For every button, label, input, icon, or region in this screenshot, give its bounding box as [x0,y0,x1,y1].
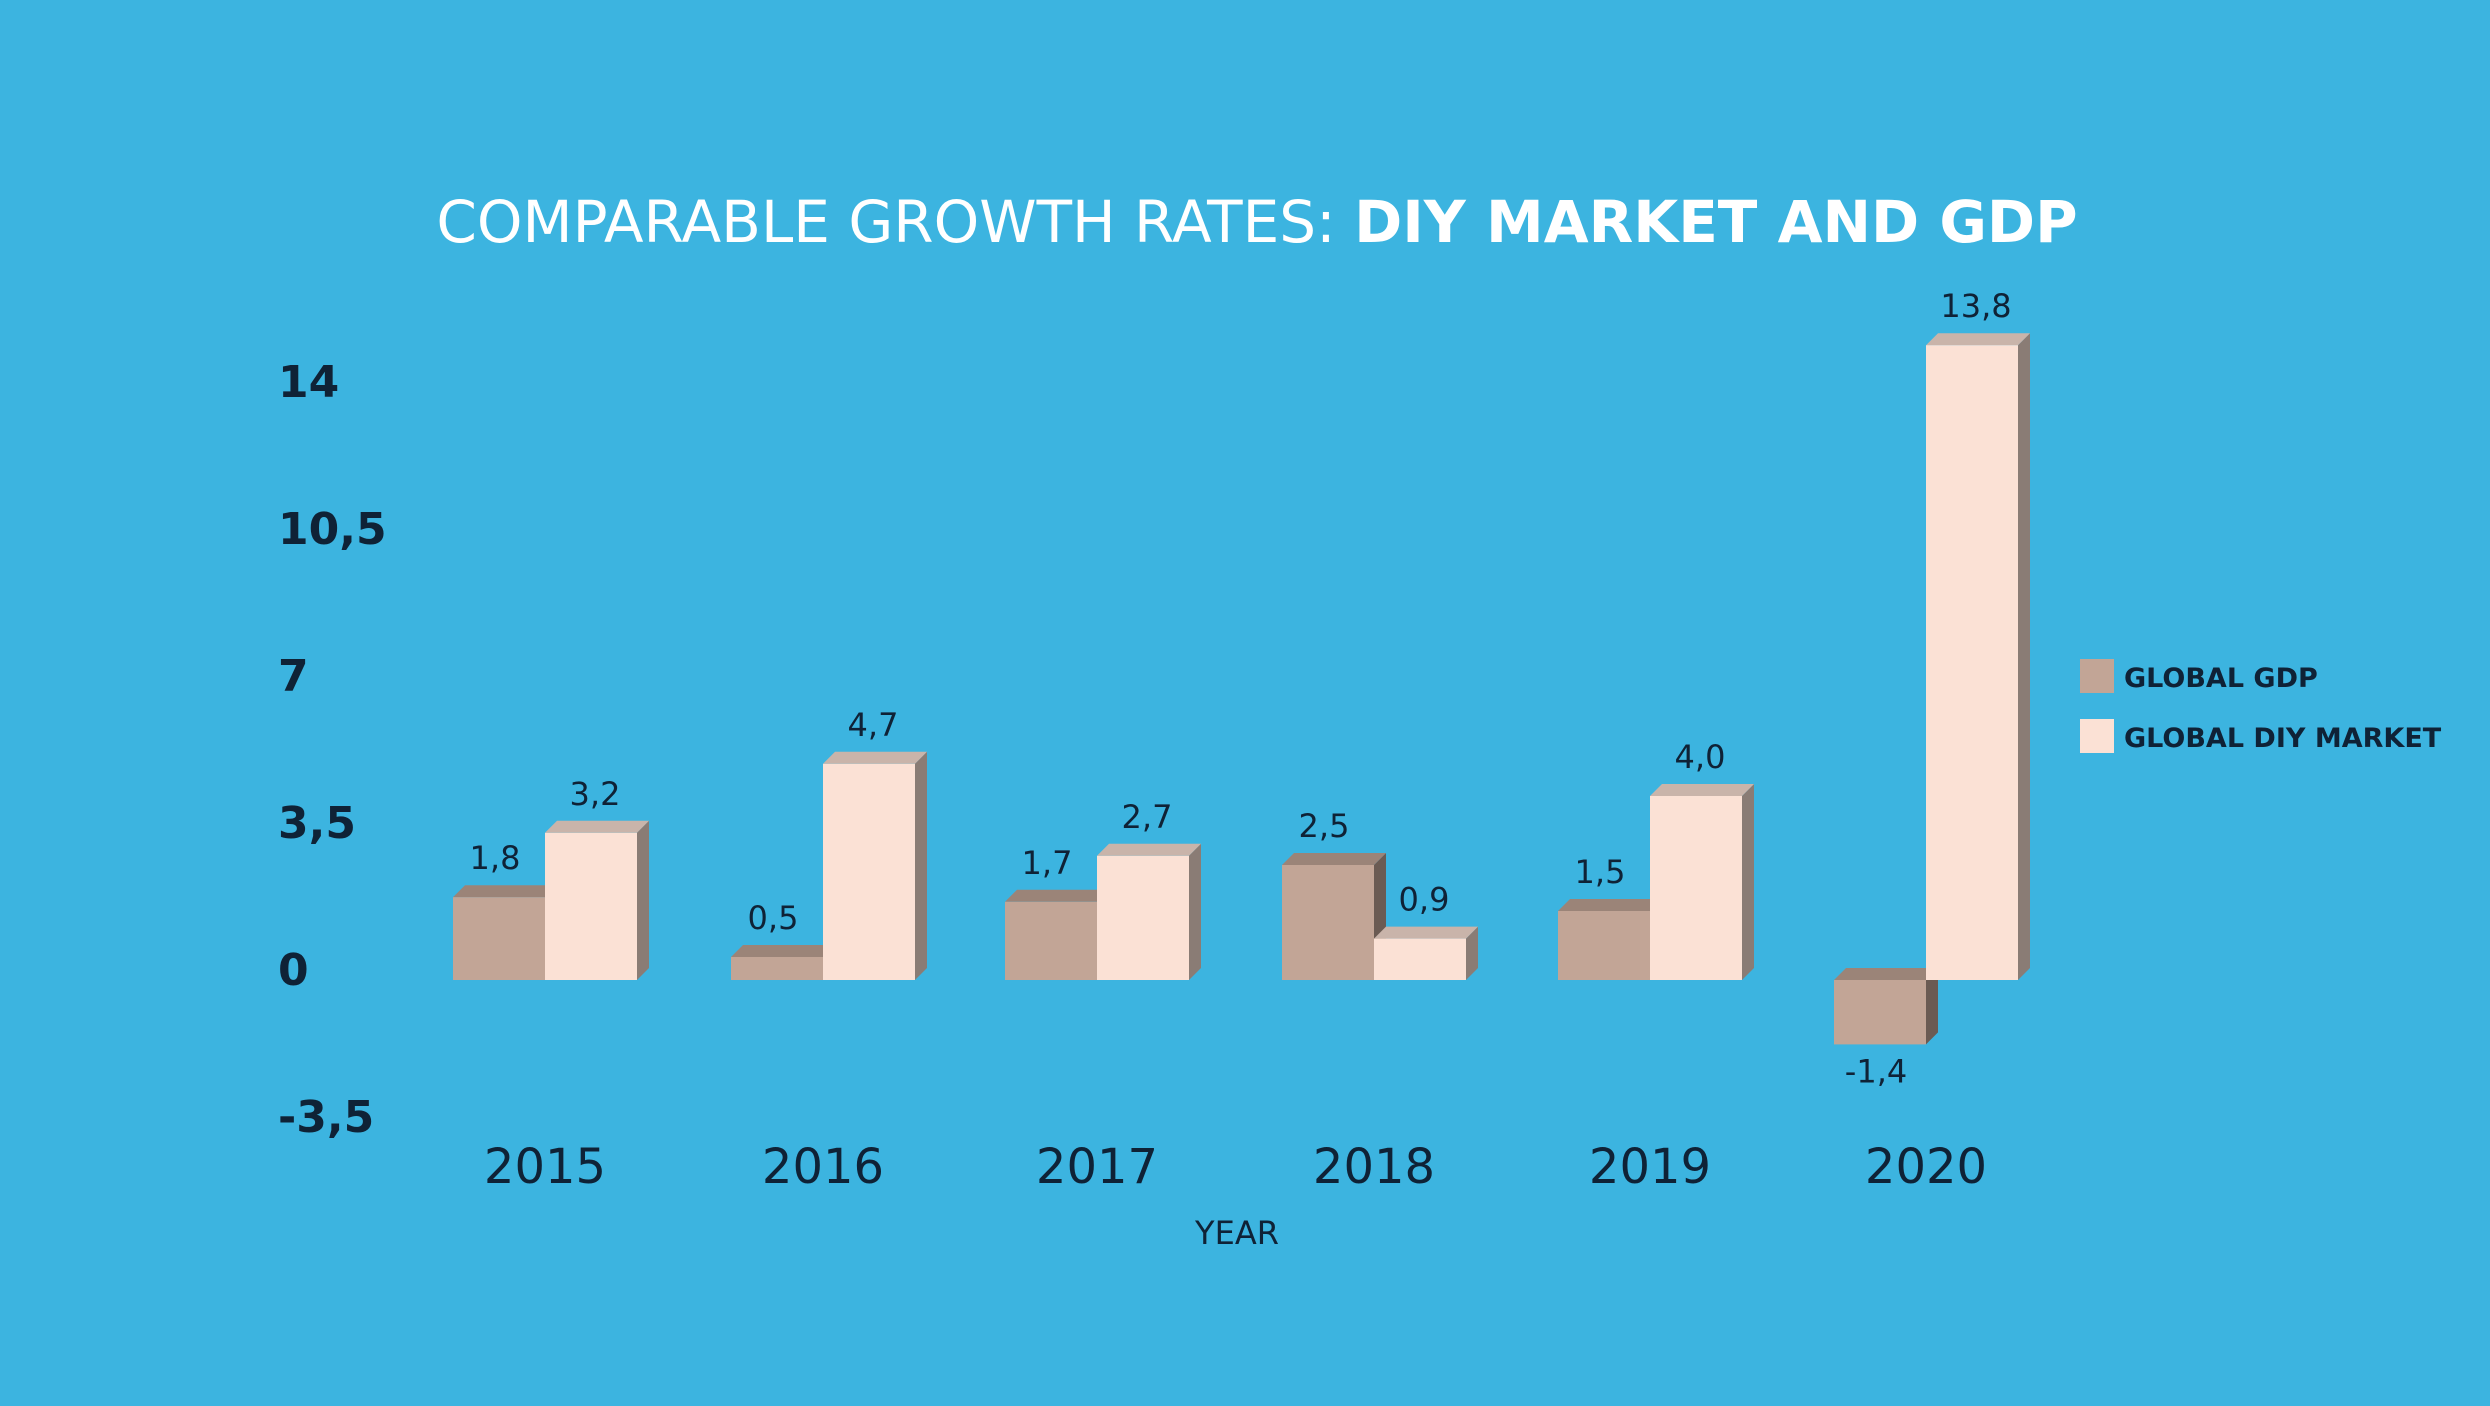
x-tick-label: 2019 [1589,1139,1711,1195]
bar-side-face [915,751,927,980]
bar-top-face [453,885,557,898]
y-tick-label: 14 [278,357,339,408]
bar-gdp-2020: -1,4 [1834,968,1938,1090]
y-tick-label: 3,5 [278,798,356,849]
bar-side-face [1742,784,1754,980]
x-tick-label: 2015 [484,1139,606,1195]
y-tick-label: 0 [278,945,309,996]
y-axis-ticks: 14 10,5 7 3,5 0 -3,5 [278,357,387,1143]
x-tick-label: 2017 [1036,1139,1158,1195]
data-label: 0,5 [748,899,799,937]
bars: 1,8 3,2 0,5 4,7 1,7 2,7 2,5 0,9 1,5 4,0 -1,4 13,8 [453,287,2030,1090]
data-label: 3,2 [570,775,621,813]
bar-front-face [1282,865,1374,980]
bar-front-face [823,763,915,980]
bar-front-face [453,897,545,980]
x-axis-label: YEAR [1194,1214,1279,1252]
legend-label: GLOBAL DIY MARKET [2124,723,2442,754]
bar-front-face [1834,980,1926,1045]
bar-side-face [1189,843,1201,980]
bar-top-face [1374,926,1478,939]
data-label: 2,7 [1122,798,1173,836]
bar-top-face [1834,968,1938,980]
chart-title-bold: DIY MARKET AND GDP [1354,188,2078,256]
data-label: 1,7 [1022,844,1073,882]
chart-title: COMPARABLE GROWTH RATES: DIY MARKET AND … [436,188,2077,256]
bar-top-face [1558,899,1662,911]
x-axis-ticks: 2015 2016 2017 2018 2019 2020 [484,1139,1987,1195]
legend: GLOBAL GDP GLOBAL DIY MARKET [2080,659,2442,754]
x-tick-label: 2018 [1313,1139,1435,1195]
bar-gdp-2016: 0,5 [731,899,835,980]
bar-side-face [1466,926,1478,980]
data-label: -1,4 [1845,1052,1907,1090]
bar-diy-2020: 13,8 [1926,287,2030,980]
bar-diy-2017: 2,7 [1097,798,1201,980]
x-tick-label: 2020 [1865,1139,1987,1195]
bar-diy-2016: 4,7 [823,706,927,980]
y-tick-label: 7 [278,651,309,702]
legend-swatch-gdp [2080,659,2114,693]
bar-top-face [823,751,927,764]
legend-swatch-diy [2080,719,2114,753]
bar-front-face [1926,345,2018,980]
bar-top-face [731,945,835,957]
bar-side-face [2018,333,2030,980]
x-tick-label: 2016 [762,1139,884,1195]
bar-gdp-2018: 2,5 [1282,807,1386,980]
bar-front-face [545,832,637,980]
bar-front-face [1374,938,1466,980]
bar-top-face [1650,784,1754,796]
bar-top-face [1926,333,2030,346]
data-label: 1,8 [470,839,521,877]
data-label: 1,5 [1575,853,1626,891]
bar-side-face [1926,968,1938,1045]
data-label: 4,7 [848,706,899,744]
bar-gdp-2017: 1,7 [1005,844,1109,980]
legend-label: GLOBAL GDP [2124,663,2318,694]
bar-front-face [1558,911,1650,980]
data-label: 4,0 [1675,738,1726,776]
data-label: 0,9 [1399,881,1450,919]
chart-title-regular: COMPARABLE GROWTH RATES: [436,188,1354,256]
bar-front-face [1097,855,1189,980]
bar-top-face [1005,889,1109,902]
data-label: 13,8 [1940,287,2011,325]
bar-gdp-2019: 1,5 [1558,853,1662,980]
y-tick-label: -3,5 [278,1092,374,1143]
y-tick-label: 10,5 [278,504,387,555]
bar-front-face [1005,901,1097,980]
bar-front-face [1650,796,1742,980]
bar-diy-2019: 4,0 [1650,738,1754,980]
bar-top-face [1282,853,1386,865]
data-label: 2,5 [1299,807,1350,845]
bar-diy-2015: 3,2 [545,775,649,980]
bar-side-face [637,820,649,980]
bar-top-face [1097,843,1201,856]
bar-gdp-2015: 1,8 [453,839,557,980]
bar-top-face [545,820,649,833]
bar-diy-2018: 0,9 [1374,881,1478,980]
bar-front-face [731,957,823,980]
